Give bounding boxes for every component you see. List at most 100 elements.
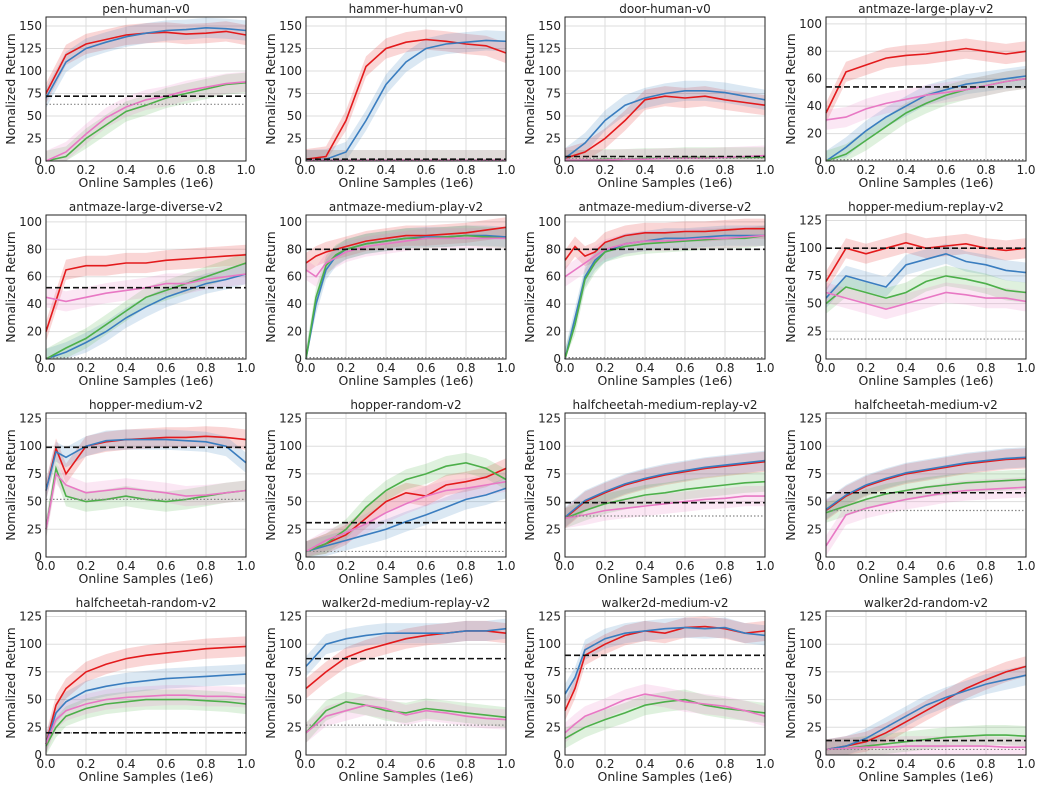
series-line-blue	[564, 459, 766, 518]
y-tick-label: 125	[279, 412, 302, 426]
x-tick-label: 1.0	[496, 757, 515, 771]
subplot-4: 0.0 0.2 0.4 0.6 0.8 1.0 0 20 40 60 80 100 antmaze-la…	[3, 200, 256, 388]
y-tick-label: 100	[799, 241, 822, 255]
y-tick-label: 50	[287, 109, 302, 123]
series-line-red	[564, 227, 765, 261]
y-tick-label: 50	[807, 693, 822, 707]
y-tick-label: 100	[279, 439, 302, 453]
x-axis-label: Online Samples (1e6)	[339, 373, 474, 388]
y-tick-label: 40	[27, 297, 42, 311]
y-tick-label: 25	[287, 132, 302, 146]
x-tick-label: 0.0	[816, 163, 835, 177]
y-tick-label: 0	[294, 352, 302, 366]
x-tick-label: 0.0	[555, 163, 574, 177]
series-band-green	[306, 691, 506, 743]
x-tick-label: 0.0	[816, 361, 835, 375]
subplot-title: antmaze-large-diverse-v2	[69, 200, 223, 214]
subplot-8: 0.0 0.2 0.4 0.6 0.8 1.0 0 25 50 75 100 125 hopper-me…	[3, 398, 256, 586]
plot-frame	[305, 412, 507, 558]
x-tick-label: 0.0	[555, 757, 574, 771]
x-tick-label: 0.0	[36, 559, 55, 573]
series-line-pink	[564, 495, 765, 519]
x-tick-label: 0.4	[635, 361, 654, 375]
x-tick-label: 0.2	[856, 757, 875, 771]
x-tick-label: 0.2	[595, 559, 614, 573]
series-line-blue	[825, 456, 1027, 511]
subplot-title: antmaze-medium-diverse-v2	[578, 200, 751, 214]
y-tick-label: 75	[27, 665, 42, 679]
subplot-title: hopper-medium-v2	[89, 398, 203, 412]
x-axis-label: Online Samples (1e6)	[79, 571, 214, 586]
subplot-title: halfcheetah-medium-v2	[854, 398, 998, 412]
y-tick-label: 0	[814, 550, 822, 564]
plot-frame	[45, 412, 247, 558]
x-tick-label: 1.0	[1016, 757, 1035, 771]
y-axis-label: Nomalized Return	[783, 231, 798, 342]
x-tick-label: 1.0	[755, 361, 774, 375]
y-axis-label: Nomalized Return	[783, 33, 798, 144]
series-line-blue	[45, 438, 247, 491]
series-line-blue	[45, 26, 247, 99]
y-tick-label: 0	[814, 352, 822, 366]
x-tick-label: 0.2	[856, 361, 875, 375]
x-axis-label: Online Samples (1e6)	[598, 373, 733, 388]
y-tick-label: 80	[27, 242, 42, 256]
series-line-pink	[825, 291, 1027, 311]
x-tick-label: 0.4	[635, 757, 654, 771]
y-tick-label: 25	[27, 132, 42, 146]
series-band-pink	[826, 282, 1026, 320]
y-tick-label: 100	[538, 64, 561, 78]
series-band-pink	[306, 471, 506, 557]
x-axis-label: Online Samples (1e6)	[339, 571, 474, 586]
y-axis-label: Nomalized Return	[263, 33, 278, 144]
y-tick-label: 60	[27, 270, 42, 284]
series-band-pink	[565, 684, 765, 743]
y-axis-label: Nomalized Return	[263, 429, 278, 540]
series-line-pink	[305, 704, 507, 734]
x-tick-label: 0.8	[196, 559, 215, 573]
y-tick-label: 0	[814, 154, 822, 168]
x-tick-label: 0.0	[36, 163, 55, 177]
plot-frame	[564, 412, 766, 558]
y-axis-label: Nomalized Return	[522, 33, 537, 144]
subplot-title: halfcheetah-medium-replay-v2	[572, 398, 757, 412]
series-line-green	[45, 698, 247, 747]
x-tick-label: 0.8	[976, 163, 995, 177]
x-tick-label: 1.0	[496, 163, 515, 177]
subplot-15: 0.0 0.2 0.4 0.6 0.8 1.0 0 25 50 75 100 125 walker2d-…	[783, 596, 1036, 784]
subplot-14: 0.0 0.2 0.4 0.6 0.8 1.0 0 25 50 75 100 125 walker2d-…	[522, 596, 775, 784]
series-line-pink	[45, 81, 247, 162]
series-line-red	[825, 47, 1027, 114]
series-line-blue	[564, 626, 766, 695]
y-tick-label: 25	[27, 720, 42, 734]
y-tick-label: 100	[279, 64, 302, 78]
x-axis-label: Online Samples (1e6)	[598, 175, 733, 190]
plot-frame	[45, 214, 247, 360]
series-band-pink	[565, 486, 765, 529]
y-tick-label: 25	[807, 522, 822, 536]
subplot-5: 0.0 0.2 0.4 0.6 0.8 1.0 0 20 40 60 80 100 antmaze-me…	[263, 200, 516, 388]
series-line-green	[564, 480, 766, 519]
subplot-3: 0.0 0.2 0.4 0.6 0.8 1.0 0 20 40 60 80 100 antmaze-la…	[783, 2, 1036, 190]
x-tick-label: 1.0	[1016, 361, 1035, 375]
plot-area	[46, 611, 246, 755]
plot-area	[565, 611, 765, 755]
y-tick-label: 50	[546, 109, 561, 123]
series-band-pink	[306, 228, 506, 287]
series-band-red	[306, 620, 506, 699]
subplot-title: hammer-human-v0	[349, 2, 464, 16]
subplot-10: 0.0 0.2 0.4 0.6 0.8 1.0 0 25 50 75 100 125 halfcheet…	[522, 398, 775, 586]
series-line-red	[305, 226, 507, 264]
series-band-blue	[306, 618, 506, 677]
plot-frame	[825, 214, 1027, 360]
x-tick-label: 0.8	[715, 559, 734, 573]
series-line-blue	[45, 273, 247, 360]
y-tick-label: 0	[814, 748, 822, 762]
x-tick-label: 0.6	[936, 163, 955, 177]
subplot-7: 0.0 0.2 0.4 0.6 0.8 1.0 0 25 50 75 100 125 hopper-me…	[783, 200, 1036, 388]
series-line-blue	[305, 627, 507, 667]
x-tick-label: 0.8	[715, 163, 734, 177]
x-tick-label: 0.4	[896, 163, 915, 177]
series-band-blue	[306, 30, 506, 161]
x-tick-label: 0.4	[896, 559, 915, 573]
